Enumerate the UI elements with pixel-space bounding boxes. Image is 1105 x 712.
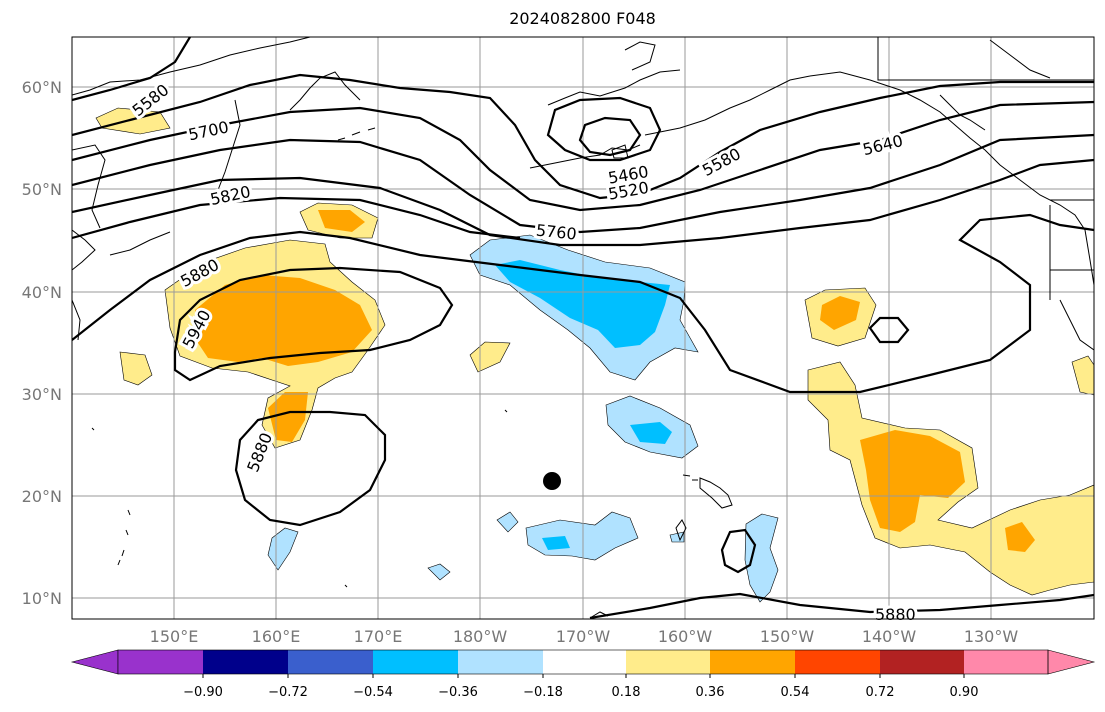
- lon-label: 160°E: [252, 627, 301, 646]
- contour-5940: [173, 266, 454, 382]
- colorbar-segment: [458, 650, 543, 674]
- contour-label: 5580: [699, 144, 744, 180]
- colorbar-tick-label: −0.54: [353, 685, 393, 700]
- positive-anomaly-core: [318, 210, 365, 232]
- colorbar-segment: [964, 650, 1048, 674]
- colorbar-segment: [373, 650, 458, 674]
- colorbar-tick-label: 0.36: [696, 685, 725, 700]
- lat-label: 40°N: [22, 283, 62, 302]
- contour-5880-south: [589, 592, 1094, 619]
- contour-5880: [72, 196, 521, 240]
- colorbar-segment: [795, 650, 880, 674]
- contour-label: 5640: [861, 131, 905, 159]
- lon-label: 130°W: [964, 627, 1019, 646]
- contour-5640: [72, 73, 1094, 200]
- positive-anomaly-core: [268, 392, 308, 442]
- storm-center-marker: [543, 472, 561, 490]
- colorbar-segment: [626, 650, 710, 674]
- coastlines: [72, 37, 1094, 619]
- colorbar-tick-label: 0.18: [612, 685, 641, 700]
- contour-5880-low: [234, 410, 387, 527]
- colorbar: −0.90 −0.72 −0.54 −0.36 −0.18 0.18 0.36 …: [70, 649, 1096, 700]
- colorbar-segment: [710, 650, 795, 674]
- contour-5460: [546, 96, 662, 162]
- contour-closed-high: [868, 316, 910, 344]
- contour-5820: [72, 158, 1094, 247]
- positive-anomaly-core: [860, 430, 965, 532]
- positive-anomaly-core: [1005, 522, 1035, 552]
- latitude-labels: 60°N 50°N 40°N 30°N 20°N 10°N: [22, 78, 62, 608]
- negative-anomaly-patch: [744, 513, 779, 603]
- contour-label: 5880: [875, 605, 916, 624]
- lat-label: 10°N: [22, 589, 62, 608]
- colorbar-tick-label: 0.90: [950, 685, 979, 700]
- lon-label: 150°W: [760, 627, 815, 646]
- colorbar-segment: [288, 650, 373, 674]
- contour-5520: [578, 116, 642, 157]
- colorbar-max-extend: [1047, 649, 1096, 675]
- colorbar-tick-label: −0.36: [438, 685, 478, 700]
- longitude-labels: 150°E 160°E 170°E 180°W 170°W 160°W 150°…: [150, 627, 1019, 646]
- positive-anomaly-patch: [469, 341, 511, 373]
- colorbar-tick-label: −0.18: [523, 685, 563, 700]
- colorbar-segment: [118, 650, 203, 674]
- negative-anomaly-patch: [496, 511, 519, 533]
- positive-anomaly-patch: [119, 351, 153, 386]
- contour-5580: [72, 37, 191, 102]
- colorbar-tick-label: −0.90: [183, 685, 223, 700]
- colorbar-tick-label: 0.72: [866, 685, 895, 700]
- lon-label: 170°E: [354, 627, 403, 646]
- negative-anomaly-patch: [267, 527, 299, 571]
- contour-5880-ridge: [72, 213, 1094, 394]
- colorbar-segment: [203, 650, 288, 674]
- lon-label: 140°W: [862, 627, 917, 646]
- colorbar-ticks: [202, 674, 965, 678]
- contour-closed-low: [720, 528, 757, 574]
- contour-5760: [72, 133, 1094, 234]
- lon-label: 170°W: [556, 627, 611, 646]
- colorbar-segment: [880, 650, 964, 674]
- lat-label: 50°N: [22, 180, 62, 199]
- positive-anomaly-core: [195, 275, 372, 366]
- lon-label: 180°W: [453, 627, 508, 646]
- lat-label: 60°N: [22, 78, 62, 97]
- colorbar-tick-label: 0.54: [781, 685, 810, 700]
- colorbar-outline: [117, 649, 1049, 675]
- contour-label: 5880: [243, 430, 276, 475]
- lat-label: 20°N: [22, 487, 62, 506]
- lon-label: 160°W: [658, 627, 713, 646]
- map-title: 2024082800 F048: [509, 9, 656, 28]
- colorbar-min-extend: [70, 649, 119, 675]
- negative-anomaly-patch: [525, 511, 639, 561]
- negative-anomaly-core: [630, 422, 672, 444]
- negative-anomaly-patch: [427, 563, 451, 581]
- colorbar-tick-label: −0.72: [268, 685, 308, 700]
- colorbar-segment: [543, 650, 626, 674]
- lat-label: 30°N: [22, 385, 62, 404]
- contour-label: 5820: [208, 182, 252, 209]
- height-contours: [72, 37, 1094, 619]
- negative-anomaly-core: [542, 536, 570, 550]
- map-frame: [71, 36, 1095, 620]
- contour-label: 5700: [187, 117, 231, 144]
- positive-anomaly-patch: [1071, 355, 1094, 396]
- positive-anomaly-core: [820, 296, 860, 330]
- contour-5700: [72, 100, 1094, 212]
- lon-label: 150°E: [150, 627, 199, 646]
